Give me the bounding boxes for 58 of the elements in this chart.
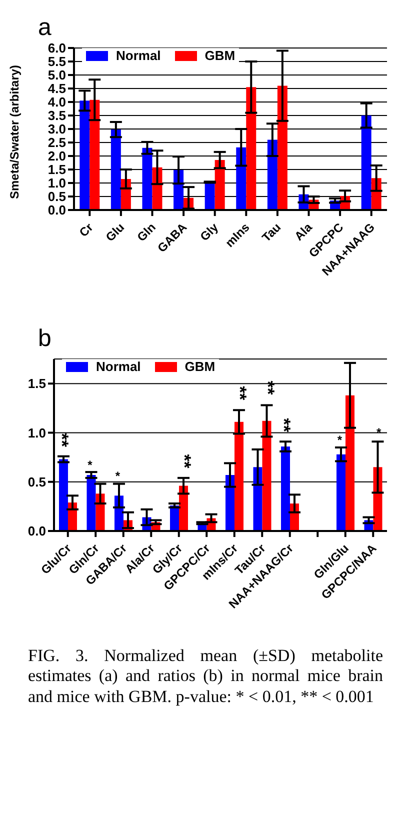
bar <box>236 147 246 210</box>
bar <box>214 160 225 210</box>
y-tick-label: 0.5 <box>48 189 66 204</box>
x-tick-label: Tau <box>259 220 284 245</box>
y-tick-label: 0.5 <box>28 474 46 490</box>
bar <box>253 467 262 531</box>
bar <box>58 459 68 531</box>
y-tick-label: 2.5 <box>48 135 66 150</box>
y-tick-label: 4.0 <box>48 94 66 110</box>
bar <box>86 474 96 531</box>
y-tick-label: 3.0 <box>48 122 66 137</box>
annotation: * <box>337 432 342 447</box>
y-tick-label: 2.0 <box>48 148 66 164</box>
annotation: * <box>376 425 382 440</box>
annotation: ** <box>230 386 250 400</box>
bar <box>345 395 354 531</box>
y-tick-label: 1.0 <box>48 176 66 191</box>
bar <box>80 100 90 210</box>
annotation: ** <box>274 418 294 432</box>
chart-title: a <box>38 14 52 41</box>
y-tick-label: 0.0 <box>48 202 66 218</box>
x-tick-label: Gln <box>134 220 158 244</box>
x-tick-label: Cr <box>76 220 96 240</box>
bar <box>361 116 372 210</box>
x-tick-label: Glu <box>103 220 128 244</box>
legend-label: GBM <box>184 359 216 374</box>
bar <box>246 87 256 210</box>
bar <box>234 422 244 531</box>
bar <box>110 130 121 210</box>
y-tick-label: 0.0 <box>28 524 46 539</box>
legend-label: Normal <box>115 48 161 63</box>
legend-label: GBM <box>204 48 236 63</box>
bar <box>262 420 272 531</box>
annotation: ** <box>52 433 72 448</box>
bar <box>336 454 346 531</box>
bar <box>267 140 278 210</box>
y-axis-title: Smeta/Swater (arbitary) <box>7 64 22 199</box>
chart-title: b <box>38 325 52 352</box>
legend-label: Normal <box>95 359 141 374</box>
bar <box>280 446 290 531</box>
annotation: * <box>115 468 120 483</box>
bar <box>277 86 288 210</box>
bar <box>90 100 100 210</box>
y-tick-label: 1.0 <box>28 425 46 440</box>
y-tick-label: 6.0 <box>48 40 66 56</box>
y-tick-label: 5.0 <box>48 68 66 83</box>
bar <box>225 474 234 531</box>
x-tick-label: Gly <box>197 220 222 244</box>
annotation: ** <box>174 454 195 468</box>
y-tick-label: 1.5 <box>28 376 46 392</box>
caption: FIG. 3. Normalized mean (±SD) metabolite estimates (a) and ratios (b) in normal mice brain and mice with GBM. p-value: * < 0.01, ** < 0.001 <box>28 646 383 708</box>
y-tick-label: 1.5 <box>48 162 66 178</box>
bar <box>142 148 152 210</box>
y-tick-label: 4.5 <box>48 81 66 96</box>
bar <box>204 182 215 210</box>
annotation: * <box>88 458 93 472</box>
y-tick-label: 3.5 <box>48 108 66 124</box>
y-tick-label: 5.5 <box>48 54 66 70</box>
